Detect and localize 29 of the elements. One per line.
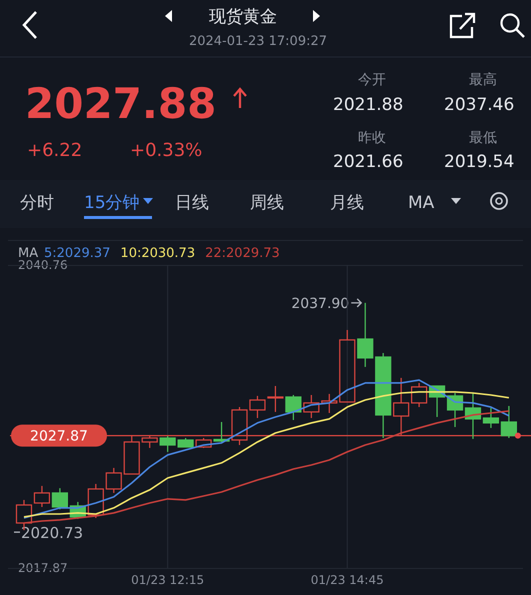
annotation: 2020.73 [21,524,84,542]
text: 2021.88 [333,95,404,115]
text: 今开 [358,72,386,88]
text: 22:2029.73 [205,246,280,261]
ref-line-label: 2027.87 [30,428,88,445]
chart-subtitle: 2024-01-23 17:09:27 [188,34,328,49]
text: 2027.88 [25,79,216,128]
y-tick-label: 2017.87 [18,561,68,575]
x-tick-label: 01/23 14:45 [310,573,384,587]
x-tick-label: 01/23 12:15 [131,573,204,587]
text: MA [18,246,38,261]
text: MA [408,193,435,213]
text: 最低 [469,130,497,146]
text: 分时 [20,193,54,213]
text: 2037.46 [444,95,514,115]
chart-title: 现货黄金 [209,7,277,27]
text: 日线 [175,193,209,213]
text: 最高 [469,72,497,88]
text: 周线 [250,193,284,213]
text: 5:2029.37 [44,246,110,261]
text: 2021.66 [333,152,404,172]
text: +0.33% [130,140,202,161]
text: 2019.54 [444,152,514,172]
text: 月线 [330,193,364,213]
text: 15分钟 [84,193,140,213]
text: +6.22 [27,140,82,161]
annotation: 2037.90 [291,296,350,312]
text: 昨收 [358,130,386,146]
text: 10:2030.73 [120,246,196,261]
